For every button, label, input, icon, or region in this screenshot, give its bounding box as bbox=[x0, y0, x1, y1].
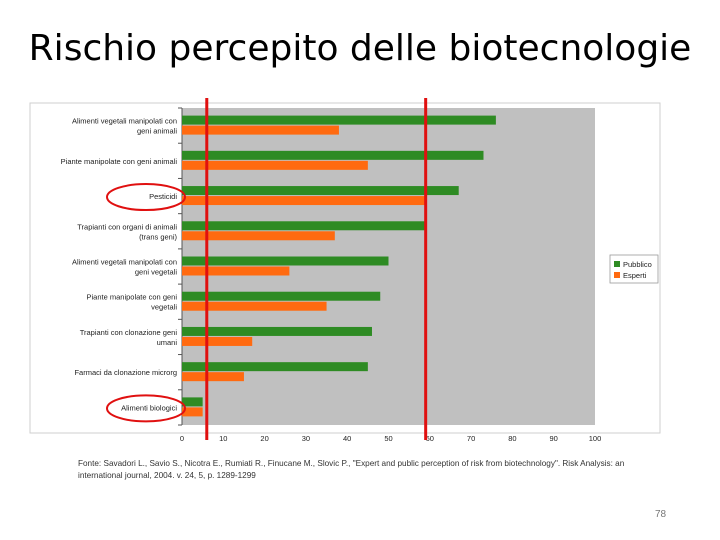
x-tick-label: 20 bbox=[260, 434, 268, 443]
annotation-circle bbox=[106, 394, 186, 423]
bar-pubblico bbox=[182, 221, 426, 231]
slide-title: Rischio percepito delle biotecnologie bbox=[28, 28, 692, 69]
category-label: Piante manipolate con geni vegetali bbox=[87, 293, 178, 312]
bar-pubblico bbox=[182, 150, 484, 160]
x-tick-label: 60 bbox=[426, 434, 434, 443]
category-label: Trapianti con organi di animali (trans ge… bbox=[77, 222, 177, 241]
bar-pubblico bbox=[182, 326, 372, 336]
bar-esperti bbox=[182, 231, 335, 241]
bar-esperti bbox=[182, 125, 339, 135]
x-tick-label: 10 bbox=[219, 434, 227, 443]
category-label: Piante manipolate con geni animali bbox=[61, 157, 178, 166]
category-label: Alimenti vegetali manipolati con geni ani… bbox=[72, 117, 177, 136]
page-number: 78 bbox=[655, 509, 667, 520]
category-label: Alimenti vegetali manipolati con geni veg… bbox=[72, 258, 177, 277]
x-tick-label: 70 bbox=[467, 434, 475, 443]
chart-container: Alimenti vegetali manipolati con geni ani… bbox=[0, 88, 720, 450]
legend-label: Esperti bbox=[623, 271, 647, 280]
category-label: Alimenti biologici bbox=[121, 403, 177, 412]
annotation-circle bbox=[106, 183, 186, 212]
bar-pubblico bbox=[182, 362, 368, 372]
bar-chart: Alimenti vegetali manipolati con geni ani… bbox=[29, 88, 661, 443]
category-label: Trapianti con clonazione geni umani bbox=[80, 328, 178, 347]
bar-pubblico bbox=[182, 397, 203, 407]
bar-pubblico bbox=[182, 291, 381, 301]
x-tick-label: 0 bbox=[180, 434, 184, 443]
source-note: Fonte: Savadori L., Savio S., Nicotra E.… bbox=[78, 459, 625, 480]
bar-esperti bbox=[182, 266, 290, 276]
legend-swatch bbox=[614, 261, 620, 267]
bar-esperti bbox=[182, 301, 327, 311]
category-label: Farmaci da clonazione microrg bbox=[74, 368, 177, 377]
bar-esperti bbox=[182, 336, 253, 346]
legend-box bbox=[609, 254, 659, 284]
bar-pubblico bbox=[182, 186, 459, 196]
legend-label: Pubblico bbox=[623, 260, 652, 269]
x-tick-label: 40 bbox=[343, 434, 351, 443]
x-tick-label: 30 bbox=[302, 434, 310, 443]
bar-pubblico bbox=[182, 115, 496, 125]
bar-esperti bbox=[182, 196, 426, 206]
x-tick-label: 80 bbox=[508, 434, 516, 443]
legend-swatch bbox=[614, 272, 620, 278]
bar-esperti bbox=[182, 407, 203, 417]
bar-esperti bbox=[182, 160, 368, 170]
x-tick-label: 50 bbox=[384, 434, 392, 443]
x-tick-label: 90 bbox=[550, 434, 558, 443]
bar-pubblico bbox=[182, 256, 389, 266]
x-tick-label: 100 bbox=[589, 434, 602, 443]
bar-esperti bbox=[182, 372, 244, 382]
category-label: Pesticidi bbox=[149, 192, 177, 201]
